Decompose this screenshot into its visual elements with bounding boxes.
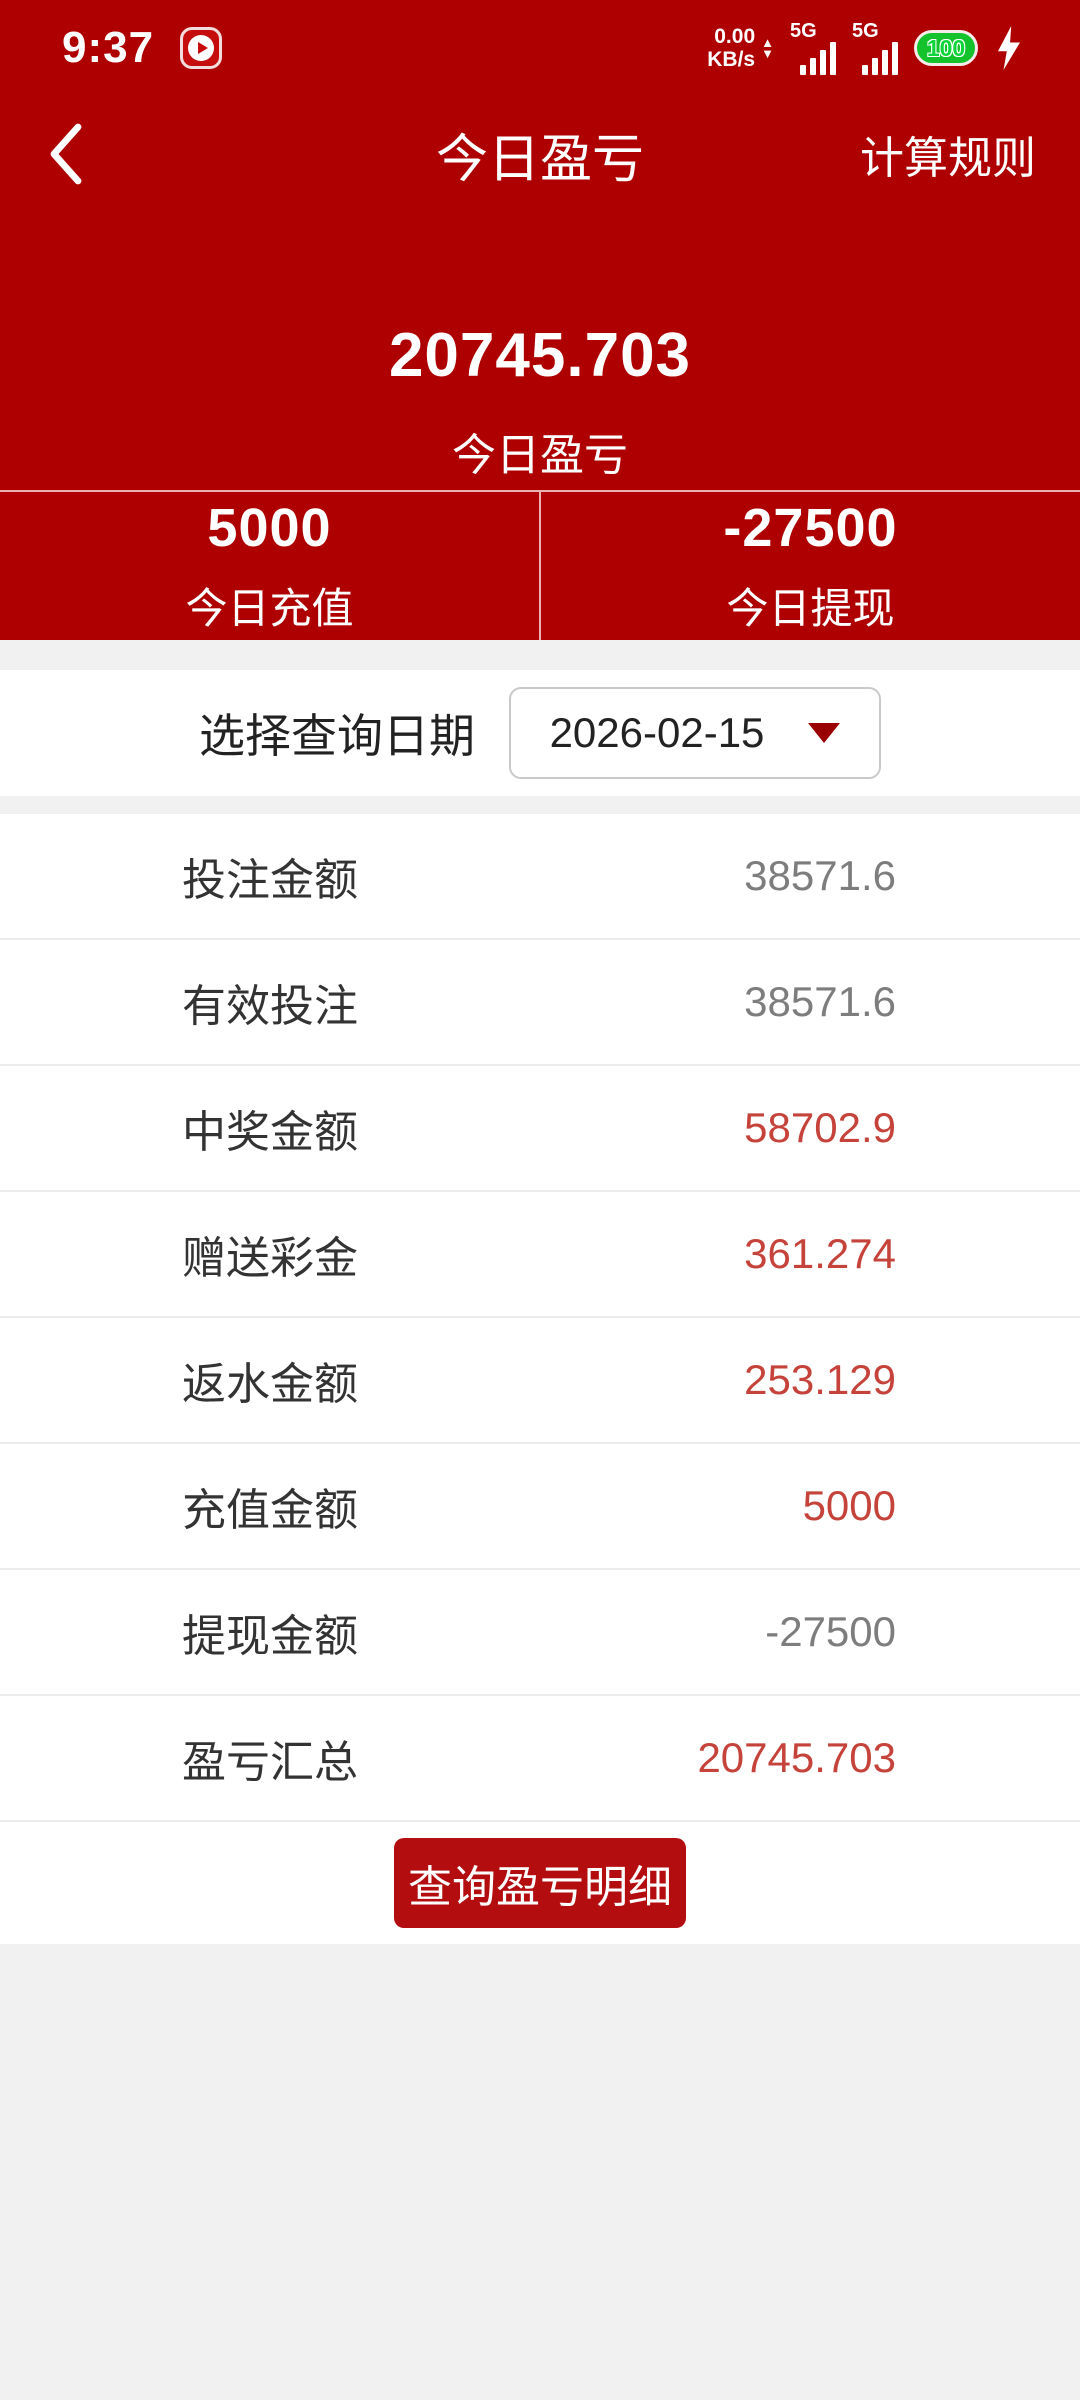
battery-indicator: 100 — [914, 30, 978, 66]
section-gap — [0, 640, 1080, 670]
today-profit-amount: 20745.703 — [388, 321, 692, 390]
query-profit-detail-button[interactable]: 查询盈亏明细 — [394, 1838, 686, 1928]
hero-summary: 20745.703 今日盈亏 — [0, 212, 1080, 490]
list-item-bonus: 赠送彩金 361.274 — [0, 1192, 1080, 1318]
caret-down-icon — [808, 723, 841, 743]
row-label: 返水金额 — [182, 1360, 358, 1409]
today-withdraw-value: -27500 — [723, 497, 898, 558]
button-section: 查询盈亏明细 — [0, 1822, 1080, 1944]
row-value: -27500 — [765, 1608, 896, 1655]
today-profit-label: 今日盈亏 — [452, 431, 628, 480]
list-item-deposit-amount: 充值金额 5000 — [0, 1444, 1080, 1570]
today-withdraw-cell: -27500 今日提现 — [541, 492, 1080, 640]
date-picker-dropdown[interactable]: 2026-02-15 — [509, 687, 881, 779]
list-item-bet-amount: 投注金额 38571.6 — [0, 814, 1080, 940]
red-header-block: 9:37 0.00 KB/s ▲ ▼ 5G — [0, 0, 1080, 640]
row-value: 361.274 — [744, 1230, 896, 1277]
signal-bars-icon — [800, 42, 836, 75]
sim1-5g-label: 5G — [790, 20, 817, 42]
row-value: 38571.6 — [744, 978, 896, 1025]
date-picker-value: 2026-02-15 — [549, 709, 765, 756]
charging-bolt-icon — [994, 26, 1024, 70]
date-picker-row: 选择查询日期 2026-02-15 — [0, 670, 1080, 796]
today-deposit-value: 5000 — [207, 497, 332, 558]
net-speed-unit: KB/s — [707, 48, 756, 71]
row-value: 253.129 — [744, 1356, 896, 1403]
battery-level: 100 — [926, 34, 966, 61]
list-item-profit-total: 盈亏汇总 20745.703 — [0, 1696, 1080, 1822]
list-item-valid-bet: 有效投注 38571.6 — [0, 940, 1080, 1066]
sim2-signal: 5G — [852, 21, 898, 75]
row-label: 有效投注 — [182, 982, 358, 1031]
today-deposit-cell: 5000 今日充值 — [0, 492, 541, 640]
row-value: 5000 — [802, 1482, 896, 1529]
section-gap — [0, 796, 1080, 814]
notification-app-icon — [180, 27, 223, 69]
row-label: 盈亏汇总 — [182, 1738, 358, 1787]
date-picker-label: 选择查询日期 — [199, 710, 475, 762]
today-deposit-label: 今日充值 — [185, 584, 354, 632]
row-label: 赠送彩金 — [182, 1234, 358, 1283]
list-item-rebate: 返水金额 253.129 — [0, 1318, 1080, 1444]
row-label: 提现金额 — [182, 1612, 358, 1661]
row-label: 中奖金额 — [182, 1108, 358, 1157]
play-triangle-icon — [197, 42, 208, 54]
today-withdraw-label: 今日提现 — [726, 584, 895, 632]
list-item-winning-amount: 中奖金额 58702.9 — [0, 1066, 1080, 1192]
app-logo-disc — [188, 35, 215, 61]
amount-list: 投注金额 38571.6 有效投注 38571.6 中奖金额 58702.9 赠… — [0, 814, 1080, 1822]
status-icons: 0.00 KB/s ▲ ▼ 5G 5G 100 — [707, 21, 1024, 75]
status-time: 9:37 — [62, 23, 155, 72]
summary-strip: 5000 今日充值 -27500 今日提现 — [0, 490, 1080, 640]
back-button[interactable] — [44, 121, 104, 187]
row-value: 58702.9 — [744, 1104, 896, 1151]
signal-bars-icon — [862, 42, 898, 75]
sim2-5g-label: 5G — [852, 20, 879, 42]
net-speed-value: 0.00 — [714, 25, 756, 48]
row-value: 38571.6 — [744, 852, 896, 899]
status-bar: 9:37 0.00 KB/s ▲ ▼ 5G — [0, 0, 1080, 96]
row-label: 投注金额 — [182, 856, 358, 905]
sim1-signal: 5G — [790, 21, 836, 75]
chevron-left-icon — [50, 123, 82, 185]
row-value: 20745.703 — [697, 1734, 896, 1781]
updown-arrows-icon: ▲ ▼ — [761, 35, 774, 61]
network-speed-indicator: 0.00 KB/s ▲ ▼ — [707, 25, 774, 71]
list-item-withdraw-amount: 提现金额 -27500 — [0, 1570, 1080, 1696]
calculation-rules-link[interactable]: 计算规则 — [860, 134, 1036, 183]
page-footer-area — [0, 1944, 1080, 2400]
nav-bar: 今日盈亏 计算规则 — [0, 96, 1080, 212]
row-label: 充值金额 — [182, 1486, 358, 1535]
